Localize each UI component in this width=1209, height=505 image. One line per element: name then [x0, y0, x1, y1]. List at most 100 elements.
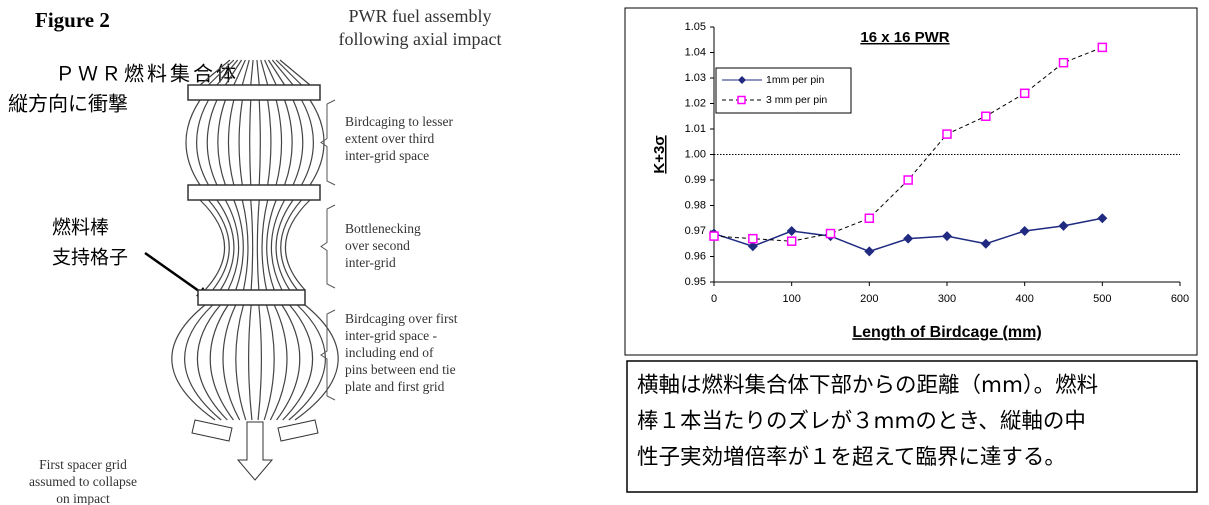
y-tick-label: 0.96 — [685, 250, 706, 262]
x-tick-label: 100 — [782, 293, 800, 305]
x-tick-label: 400 — [1015, 293, 1033, 305]
marker — [827, 230, 835, 238]
annotation: assumed to collapse — [29, 474, 137, 489]
fuel-rod — [207, 100, 217, 185]
marker — [1098, 43, 1106, 51]
y-tick-label: 1.04 — [685, 46, 706, 58]
marker — [1060, 59, 1068, 67]
annotation: First spacer grid — [39, 457, 127, 472]
marker — [1021, 89, 1029, 97]
fuel-rod — [285, 100, 293, 185]
annotation: Birdcaging over first — [345, 311, 458, 326]
y-tick-label: 1.00 — [685, 148, 706, 160]
marker — [1020, 226, 1030, 236]
legend-label: 1mm per pin — [766, 74, 825, 86]
marker — [710, 232, 718, 240]
fuel-rod — [259, 100, 260, 185]
marker — [981, 239, 991, 249]
spacer-grid — [198, 290, 305, 305]
collapsed-grid — [192, 420, 232, 441]
fuel-rod — [185, 305, 222, 420]
annotation: over second — [345, 238, 410, 253]
fuel-rod — [280, 60, 310, 85]
caption-line: 性子実効増倍率が１を超えて臨界に達する。 — [637, 445, 1066, 470]
brace — [321, 100, 335, 185]
fuel-rod — [276, 60, 301, 85]
fuel-rod — [258, 305, 261, 420]
annotation: plate and first grid — [345, 379, 445, 394]
fuel-rod — [276, 100, 281, 185]
fuel-rod — [236, 305, 246, 420]
marker — [749, 235, 757, 243]
y-tick-label: 1.02 — [685, 97, 706, 109]
impact-arrow — [238, 422, 272, 480]
legend-label: 3 mm per pin — [766, 94, 827, 106]
annotation: Birdcaging to lesser — [345, 114, 453, 129]
marker — [1059, 221, 1069, 231]
marker — [1097, 213, 1107, 223]
brace — [321, 310, 335, 400]
y-tick-label: 1.05 — [685, 21, 706, 33]
fuel-rod — [277, 305, 300, 420]
marker — [904, 176, 912, 184]
fuel-rod — [250, 100, 251, 185]
figure-title: PWR fuel assembly — [349, 6, 492, 26]
x-tick-label: 500 — [1093, 293, 1111, 305]
page-canvas: Figure 2 PWR fuel assembly following axial… — [0, 0, 1209, 505]
fuel-rod — [228, 100, 233, 185]
fuel-rod — [289, 305, 326, 420]
fuel-rod — [251, 200, 253, 290]
fuel-rod — [218, 100, 226, 185]
pointer-arrow — [145, 253, 206, 296]
annotation: inter-grid — [345, 255, 396, 270]
spacer-grid — [188, 185, 320, 200]
collapsed-grid — [278, 420, 318, 441]
caption-line: 棒１本当たりのズレが３mmのとき、縦軸の中 — [637, 409, 1086, 434]
annotation: Bottlenecking — [345, 221, 421, 236]
x-axis-label: Length of Birdcage (mm) — [852, 324, 1041, 341]
brace — [321, 205, 335, 288]
fuel-rod — [186, 100, 200, 185]
y-tick-label: 1.03 — [685, 72, 706, 84]
fuel-rod — [249, 305, 252, 420]
figure-title: following axial impact — [339, 29, 502, 49]
jp-pointer: 支持格子 — [52, 247, 128, 269]
fuel-rod — [210, 305, 233, 420]
marker — [943, 130, 951, 138]
marker — [787, 226, 797, 236]
annotation: pins between end tie — [345, 362, 456, 377]
marker — [864, 246, 874, 256]
marker — [865, 214, 873, 222]
y-tick-label: 1.01 — [685, 123, 706, 135]
y-tick-label: 0.95 — [685, 276, 706, 288]
annotation: extent over third — [345, 131, 434, 146]
fuel-rod — [251, 60, 253, 85]
figure-label: Figure 2 — [35, 8, 110, 32]
x-tick-label: 300 — [938, 293, 956, 305]
fuel-rod — [270, 305, 287, 420]
chart-title: 16 x 16 PWR — [860, 29, 949, 46]
y-tick-label: 0.98 — [685, 199, 706, 211]
x-tick-label: 0 — [711, 293, 717, 305]
fuel-rod — [257, 200, 259, 290]
annotation: including end of — [345, 345, 434, 360]
fuel-rod — [257, 60, 259, 85]
marker — [982, 112, 990, 120]
fuel-rod — [268, 100, 271, 185]
fuel-rod — [264, 305, 274, 420]
annotation: inter-grid space — [345, 148, 429, 163]
caption-line: 横軸は燃料集合体下部からの距離（mm）。燃料 — [637, 373, 1098, 398]
x-tick-label: 200 — [860, 293, 878, 305]
annotation: on impact — [56, 491, 110, 505]
jp-title: 縦方向に衝撃 — [8, 92, 128, 116]
fuel-rod — [223, 305, 240, 420]
x-tick-label: 600 — [1171, 293, 1189, 305]
annotation: inter-grid space - — [345, 328, 437, 343]
fuel-rod — [239, 100, 242, 185]
y-axis-label: K+3σ — [651, 135, 668, 173]
marker — [903, 234, 913, 244]
y-tick-label: 0.99 — [685, 174, 706, 186]
spacer-grid — [188, 85, 320, 100]
fuel-rod — [293, 100, 303, 185]
marker — [942, 231, 952, 241]
